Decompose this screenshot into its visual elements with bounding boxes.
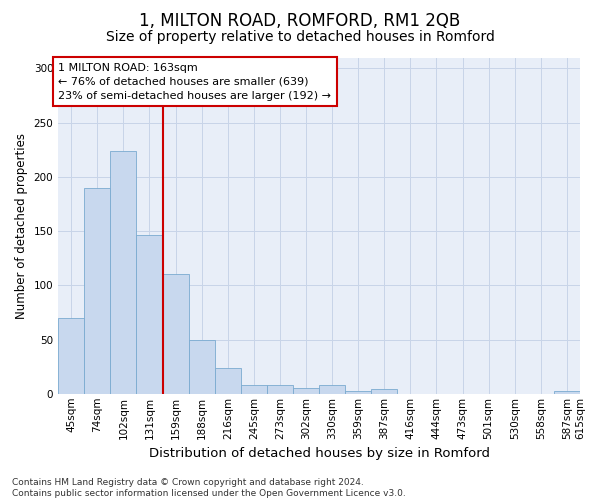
Bar <box>110 151 136 394</box>
Bar <box>319 385 345 394</box>
Text: 1 MILTON ROAD: 163sqm
← 76% of detached houses are smaller (639)
23% of semi-det: 1 MILTON ROAD: 163sqm ← 76% of detached … <box>58 63 331 101</box>
Bar <box>345 390 371 394</box>
Bar <box>371 390 397 394</box>
Text: Contains HM Land Registry data © Crown copyright and database right 2024.
Contai: Contains HM Land Registry data © Crown c… <box>12 478 406 498</box>
Bar <box>267 385 293 394</box>
Bar <box>84 188 110 394</box>
Bar <box>58 318 84 394</box>
Bar <box>163 274 188 394</box>
Bar <box>241 385 267 394</box>
Bar <box>554 390 580 394</box>
Bar <box>188 340 215 394</box>
Bar <box>293 388 319 394</box>
Bar <box>136 236 163 394</box>
X-axis label: Distribution of detached houses by size in Romford: Distribution of detached houses by size … <box>149 447 490 460</box>
Text: 1, MILTON ROAD, ROMFORD, RM1 2QB: 1, MILTON ROAD, ROMFORD, RM1 2QB <box>139 12 461 30</box>
Text: Size of property relative to detached houses in Romford: Size of property relative to detached ho… <box>106 30 494 44</box>
Bar <box>215 368 241 394</box>
Y-axis label: Number of detached properties: Number of detached properties <box>15 132 28 318</box>
